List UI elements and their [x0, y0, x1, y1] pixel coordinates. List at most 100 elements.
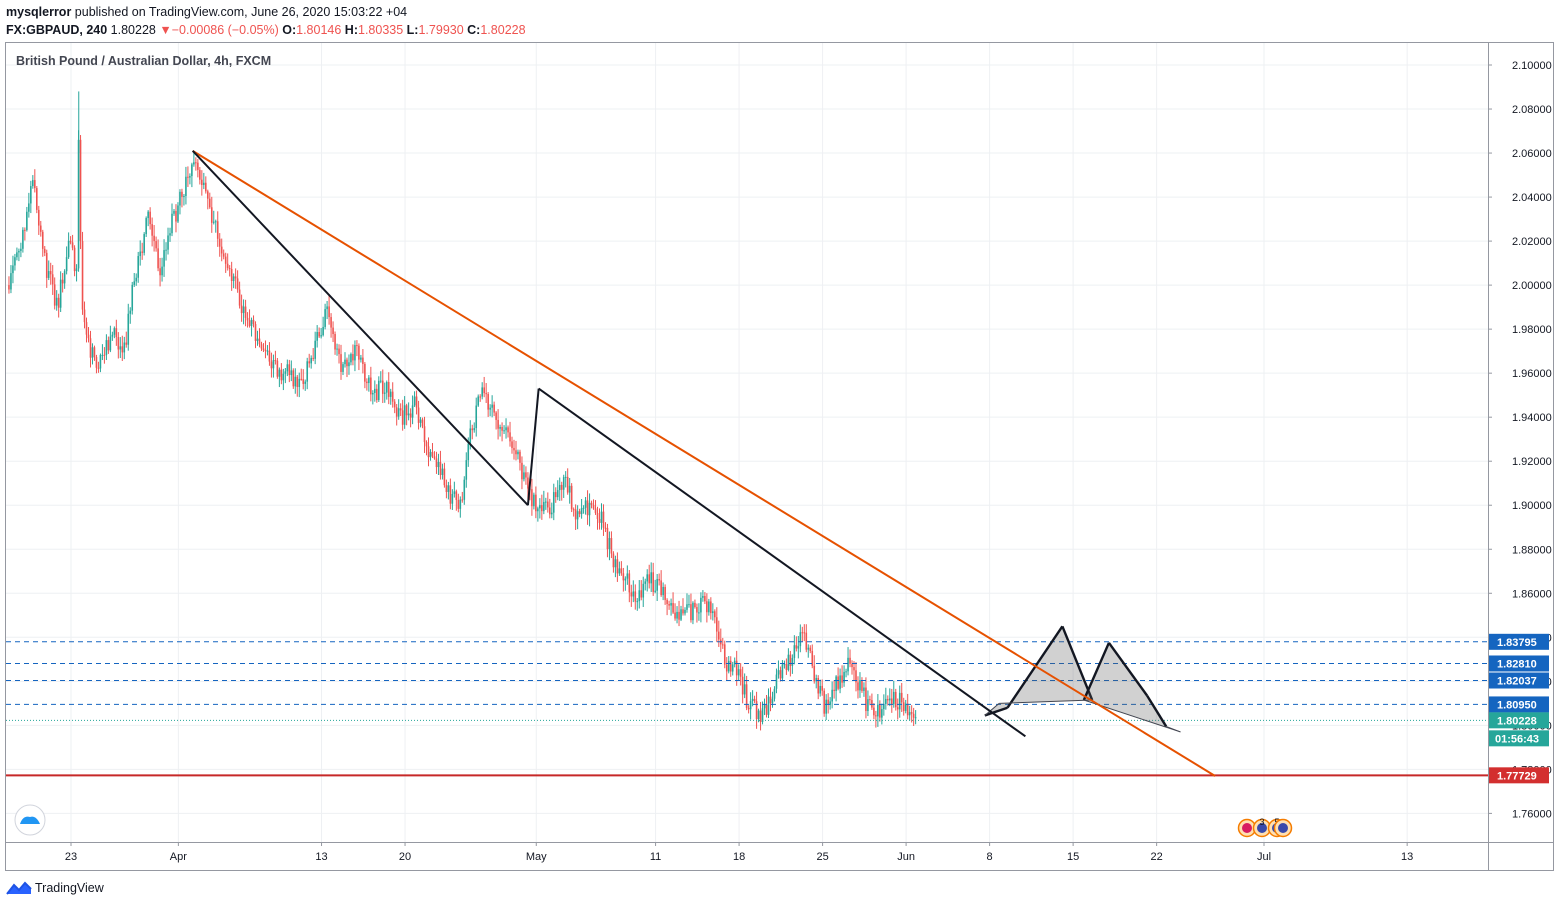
tradingview-logo-icon: [6, 881, 32, 895]
candle-body: [779, 670, 782, 679]
candle-body: [304, 381, 307, 384]
x-tick-label-5: 11: [650, 851, 661, 863]
candle-body: [99, 355, 102, 369]
impulse-leg-line: [526, 388, 540, 506]
candle-body: [441, 468, 444, 475]
candle-body: [85, 322, 88, 335]
candle-body: [22, 229, 24, 249]
candle-body: [781, 664, 784, 679]
candle-body: [199, 169, 201, 180]
x-tick-label-9: 8: [987, 851, 993, 863]
candle-body: [455, 491, 458, 501]
candle-body: [497, 419, 499, 429]
candle-body: [686, 604, 688, 610]
candle-body: [618, 568, 621, 574]
candle-body: [491, 404, 493, 408]
candle-body: [869, 699, 871, 701]
candle-body: [216, 221, 219, 239]
candle-body: [900, 692, 903, 703]
candle-body: [877, 704, 879, 717]
candle-body: [57, 297, 60, 308]
candle-body: [119, 346, 122, 350]
candle-body: [672, 603, 674, 613]
x-tick-label-6: 18: [733, 851, 745, 863]
candle-body: [30, 186, 32, 204]
candle-body: [469, 428, 472, 444]
candle-body: [654, 590, 656, 592]
candle-body: [163, 250, 165, 267]
candle-body: [656, 579, 658, 591]
candle-body: [539, 505, 541, 509]
author-name[interactable]: mysqlerror: [6, 5, 72, 19]
candle-body: [286, 364, 289, 372]
candle-body: [36, 188, 38, 210]
candle-body: [312, 357, 314, 359]
candle-body: [600, 511, 603, 523]
candle-body: [322, 326, 324, 336]
candle-body: [592, 504, 595, 509]
candle-body: [727, 660, 730, 672]
low-label: L:: [406, 23, 419, 37]
candle-body: [28, 203, 30, 212]
candle-body: [419, 419, 422, 423]
candle-body: [423, 426, 426, 443]
candle-body: [547, 501, 549, 508]
candle-body: [393, 401, 396, 408]
candle-body: [397, 408, 400, 417]
candle-body: [650, 572, 652, 584]
candle-body: [447, 485, 450, 492]
candle-body: [443, 468, 446, 486]
candle-body: [240, 305, 243, 314]
candle-body: [290, 370, 293, 376]
candle-body: [716, 617, 718, 632]
candle-body: [141, 251, 143, 253]
candle-body: [302, 379, 305, 384]
candle-body: [171, 213, 173, 234]
candle-body: [658, 579, 660, 581]
level-tag-3: 1.80950: [1497, 699, 1537, 711]
candle-body: [795, 645, 798, 649]
candle-body: [829, 701, 831, 705]
candle-body: [898, 692, 901, 710]
candle-body: [887, 698, 889, 701]
candle-body: [18, 250, 20, 253]
candle-body: [568, 485, 571, 493]
candle-body: [574, 509, 577, 520]
symbol-ohlc-bar: FX:GBPAUD, 240 1.80228 ▼−0.00086 (−0.05%…: [6, 23, 526, 37]
candle-body: [206, 191, 209, 199]
x-tick-label-8: Jun: [897, 851, 915, 863]
candle-body: [429, 451, 432, 458]
candle-body: [519, 451, 521, 463]
candle-body: [861, 679, 863, 691]
candle-body: [873, 707, 875, 716]
candle-body: [115, 328, 118, 338]
candle-body: [678, 611, 680, 620]
candle-body: [20, 248, 22, 251]
candle-body: [137, 256, 140, 278]
candle-body: [260, 344, 263, 349]
candle-body: [364, 363, 366, 382]
price-chart[interactable]: British Pound / Australian Dollar, 4h, F…: [6, 43, 1553, 870]
candle-body: [370, 377, 372, 395]
candle-body: [628, 573, 631, 593]
tradingview-brand[interactable]: TradingView: [35, 881, 104, 895]
support-tag-bg: [1489, 767, 1549, 784]
candle-body: [725, 664, 728, 672]
candle-body: [694, 602, 696, 608]
candle-body: [12, 265, 14, 274]
candle-body: [904, 703, 907, 711]
y-tick-label-3: 2.04000: [1512, 192, 1552, 204]
candle-body: [839, 675, 841, 689]
candle-body: [179, 191, 181, 206]
y-tick-label-17: 1.76000: [1512, 808, 1552, 820]
candle-body: [801, 632, 804, 634]
chart-frame[interactable]: British Pound / Australian Dollar, 4h, F…: [5, 42, 1554, 871]
candle-body: [853, 667, 855, 671]
last-price: 1.80228: [110, 23, 156, 37]
candle-body: [787, 654, 790, 670]
candle-body: [849, 657, 851, 664]
candle-body: [65, 257, 68, 272]
candle-body: [248, 320, 251, 326]
candle-body: [564, 476, 567, 478]
harmonic-pattern-leg-1: [1082, 642, 1111, 701]
